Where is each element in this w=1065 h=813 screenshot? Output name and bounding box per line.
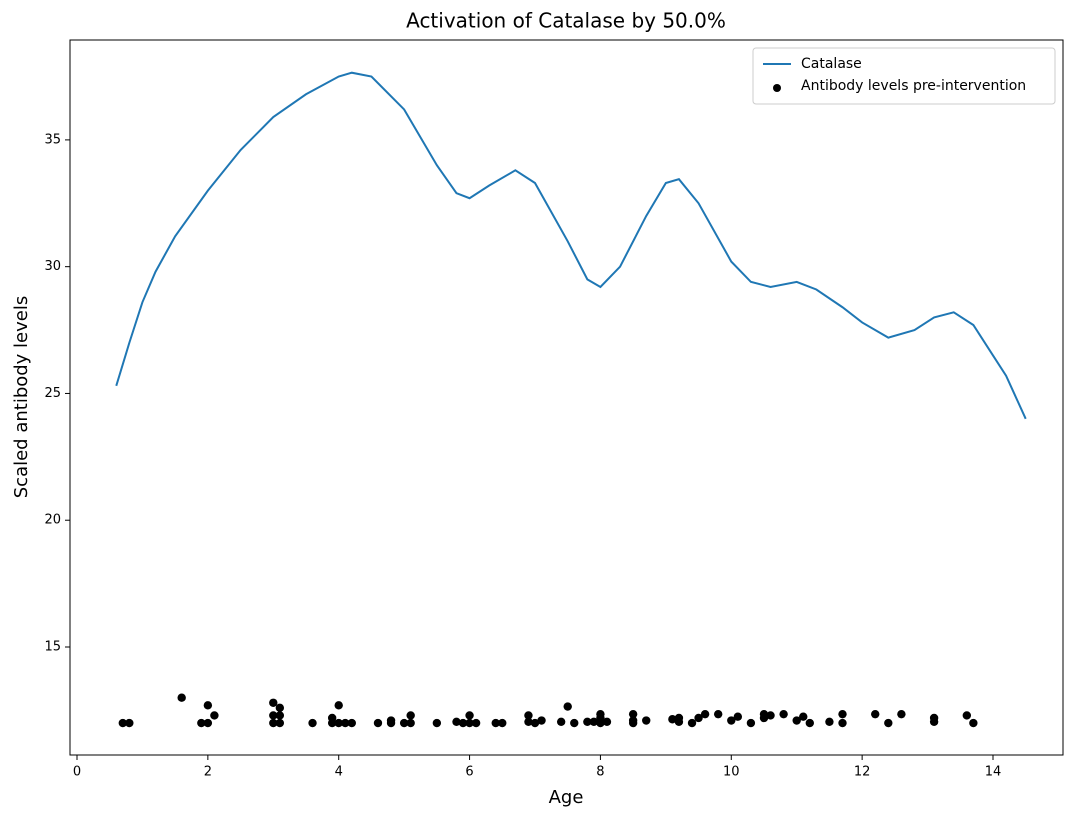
scatter-point [628, 709, 638, 719]
scatter-point [275, 703, 285, 713]
scatter-point [537, 716, 546, 725]
scatter-point [177, 693, 186, 702]
scatter-point [197, 718, 206, 728]
scatter-point [825, 717, 834, 726]
scatter-point [871, 709, 880, 719]
x-tick-label: 10 [723, 765, 740, 780]
x-tick-label: 2 [204, 765, 212, 780]
scatter-point [792, 716, 801, 725]
scatter-point [969, 718, 978, 728]
x-tick-label: 4 [335, 765, 343, 780]
scatter-point [125, 718, 134, 728]
scatter-point [406, 718, 415, 728]
scatter-point [628, 718, 638, 728]
scatter-point [471, 718, 481, 728]
x-tick-label: 12 [854, 765, 871, 780]
scatter-point [269, 711, 278, 720]
scatter-point [210, 711, 219, 720]
scatter-point [458, 718, 468, 728]
scatter-point [897, 709, 906, 719]
scatter-point [341, 718, 350, 728]
scatter-point [465, 711, 474, 720]
scatter-point [563, 702, 572, 711]
legend-swatch [773, 84, 781, 92]
y-tick-label: 30 [44, 259, 61, 274]
scatter-point [687, 718, 697, 728]
scatter-point [779, 709, 788, 719]
scatter-point [759, 713, 769, 723]
x-tick-label: 0 [73, 765, 81, 780]
scatter-point [118, 718, 128, 728]
scatter-point [700, 709, 710, 719]
y-tick-label: 25 [44, 386, 61, 401]
scatter-point [203, 701, 213, 710]
axes-frame [69, 39, 1064, 756]
y-tick-label: 15 [44, 639, 61, 654]
legend-label: Catalase [801, 56, 862, 72]
scatter-point [766, 711, 775, 720]
scatter-point [334, 718, 343, 728]
scatter-point [373, 718, 383, 728]
scatter-point [884, 718, 893, 728]
scatter-point [203, 718, 213, 728]
scatter-point [962, 711, 972, 720]
scatter-point [498, 718, 507, 728]
legend-box [752, 47, 1056, 105]
scatter-point [491, 718, 500, 728]
scatter-point [713, 709, 723, 719]
y-axis-label: Scaled antibody levels [11, 296, 32, 499]
scatter-point [642, 716, 651, 725]
x-tick-label: 14 [985, 765, 1002, 780]
scatter-point [596, 718, 605, 728]
scatter-point [583, 717, 592, 726]
scatter-point [733, 712, 743, 721]
x-tick-label: 8 [596, 765, 604, 780]
x-tick-label: 6 [465, 765, 473, 780]
scatter-point [452, 717, 461, 726]
scatter-point [308, 718, 317, 728]
scatter-point [269, 718, 278, 728]
scatter-point [334, 701, 343, 710]
scatter-point [838, 718, 847, 728]
y-tick-label: 20 [44, 513, 61, 528]
x-axis-label: Age [549, 787, 584, 808]
scatter-point [432, 718, 442, 728]
legend-label: Antibody levels pre-intervention [801, 78, 1026, 94]
scatter-point [406, 711, 415, 720]
scatter-point [556, 717, 566, 726]
scatter-point [570, 718, 579, 728]
scatter-point [805, 718, 814, 728]
scatter-point [524, 711, 533, 720]
scatter-point [727, 716, 736, 725]
y-tick-label: 35 [44, 132, 61, 147]
scatter-point [694, 713, 703, 723]
scatter-point [269, 698, 278, 707]
scatter-point [327, 718, 337, 728]
scatter-point [799, 712, 808, 721]
data-line [115, 71, 1027, 420]
scatter-point [746, 718, 756, 728]
scatter-point [929, 717, 939, 726]
scatter-point [399, 718, 409, 728]
chart-title: Activation of Catalase by 50.0% [406, 9, 726, 33]
scatter-point [838, 709, 847, 719]
scatter-point [386, 718, 396, 728]
scatter-point [530, 718, 540, 728]
scatter-point [589, 717, 599, 726]
scatter-point [602, 717, 612, 726]
scatter-point [465, 718, 474, 728]
scatter-point [275, 711, 285, 720]
scatter-point [674, 717, 684, 726]
scatter-point [524, 717, 533, 726]
scatter-point [347, 718, 356, 728]
scatter-point [275, 718, 285, 728]
scatter-point [668, 715, 677, 724]
